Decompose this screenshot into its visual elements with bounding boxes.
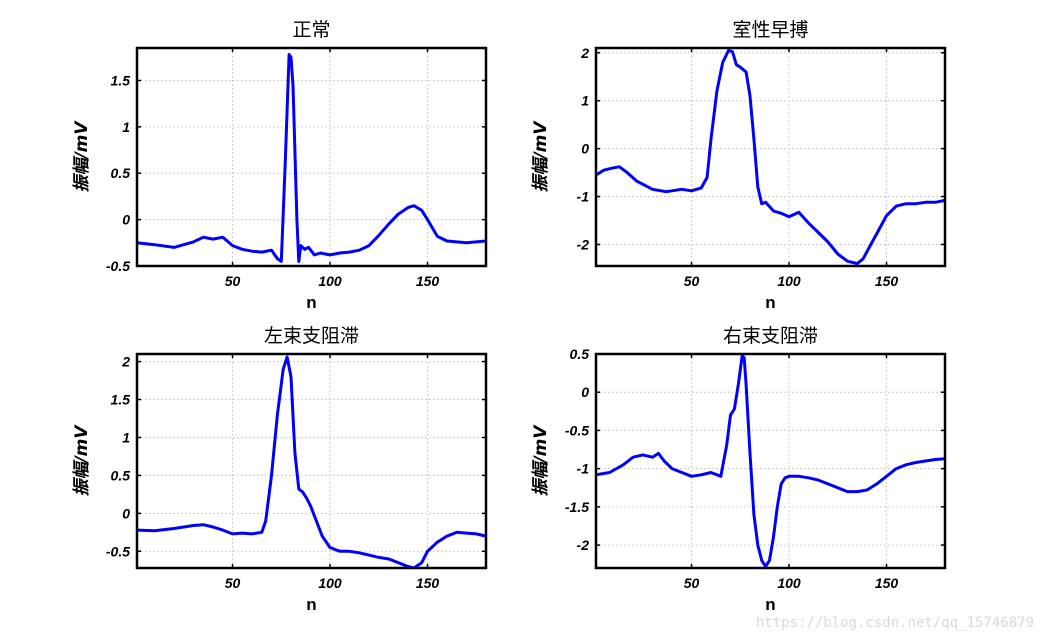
y-tick-label: 0 <box>581 141 589 157</box>
watermark-text: https://blog.csdn.net/qq_15746879 <box>755 615 1034 631</box>
axes-frame <box>135 46 488 268</box>
y-axis-label: 振幅/mV <box>72 120 92 193</box>
x-tick-label: 50 <box>684 575 700 591</box>
y-tick-label: 1 <box>581 93 589 109</box>
chart-panel-2: 50 100 150 -2 -1 0 1 2 室性早搏 n 振幅/mV <box>531 19 947 312</box>
x-tick-label: 100 <box>777 273 801 289</box>
y-axis-label: 振幅/mV <box>531 424 551 497</box>
chart-panel-4: 50 100 150 -2 -1.5 -1 -0.5 0 0.5 右束支阻滞 n 振幅/mV <box>531 325 947 614</box>
y-axis-label: 振幅/mV <box>72 424 92 497</box>
y-tick-label: 0.5 <box>570 346 590 362</box>
y-tick-label: 1.5 <box>111 392 131 408</box>
x-axis-label: n <box>765 293 775 312</box>
x-axis-label: n <box>306 293 316 312</box>
y-tick-label: 0 <box>122 505 130 521</box>
y-tick-label: 1 <box>122 429 130 445</box>
chart-title: 右束支阻滞 <box>723 325 818 347</box>
x-tick-label: 100 <box>318 575 342 591</box>
chart-panel-3: 50 100 150 -0.5 0 0.5 1 1.5 2 左束支阻滞 n 振幅/mV <box>72 325 488 614</box>
y-tick-label: 2 <box>121 354 130 370</box>
y-tick-label: -1.5 <box>565 499 589 515</box>
series-line <box>137 355 486 568</box>
x-tick-label: 150 <box>875 273 899 289</box>
axes-frame <box>594 46 947 268</box>
x-tick-label: 50 <box>225 575 241 591</box>
y-tick-label: -2 <box>577 236 590 252</box>
axes-frame <box>594 352 947 570</box>
chart-title: 室性早搏 <box>732 19 808 41</box>
chart-title: 左束支阻滞 <box>264 325 359 347</box>
axes-frame <box>135 352 488 570</box>
y-tick-label: -0.5 <box>106 543 130 559</box>
x-tick-label: 100 <box>777 575 801 591</box>
y-tick-label: 1 <box>122 119 130 135</box>
y-tick-label: 0 <box>122 212 130 228</box>
x-tick-label: 50 <box>684 273 700 289</box>
x-axis-label: n <box>306 595 316 614</box>
y-tick-label: -0.5 <box>106 258 130 274</box>
y-tick-label: -2 <box>577 537 590 553</box>
series-line <box>596 354 945 568</box>
chart-title: 正常 <box>292 19 330 41</box>
x-axis-label: n <box>765 595 775 614</box>
y-tick-label: 0.5 <box>111 467 131 483</box>
x-tick-label: 100 <box>318 273 342 289</box>
y-tick-label: -0.5 <box>565 422 589 438</box>
y-tick-label: -1 <box>577 461 590 477</box>
y-tick-label: 2 <box>580 45 589 61</box>
x-tick-label: 150 <box>416 575 440 591</box>
series-line <box>137 53 486 263</box>
series-line <box>596 48 945 266</box>
x-tick-label: 50 <box>225 273 241 289</box>
chart-panel-1: 50 100 150 -0.5 0 0.5 1 1.5 正常 n 振幅/mV <box>72 19 488 312</box>
x-tick-label: 150 <box>875 575 899 591</box>
x-tick-label: 150 <box>416 273 440 289</box>
y-tick-label: 0.5 <box>111 165 131 181</box>
y-axis-label: 振幅/mV <box>531 120 551 193</box>
y-tick-label: -1 <box>577 189 590 205</box>
y-tick-label: 1.5 <box>111 72 131 88</box>
y-tick-label: 0 <box>581 384 589 400</box>
